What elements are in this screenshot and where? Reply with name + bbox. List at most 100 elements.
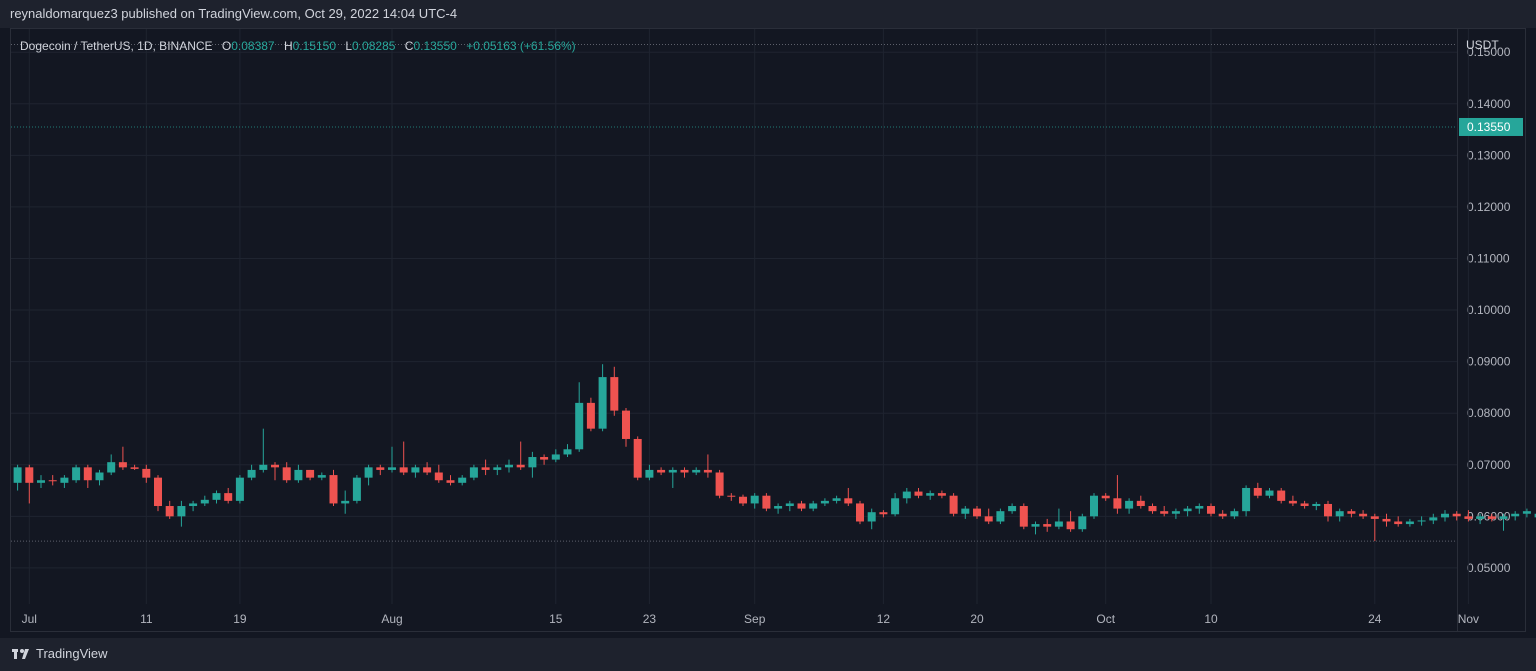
candle-body (434, 472, 443, 481)
candle-body (1359, 513, 1368, 517)
candle-body (809, 503, 818, 509)
candle-body (902, 491, 911, 499)
candle-body (820, 500, 829, 504)
candle-body (1417, 520, 1426, 522)
candle-body (984, 516, 993, 522)
publish-header: reynaldomarquez3 published on TradingVie… (0, 0, 1536, 28)
candle-body (154, 477, 162, 507)
symbol-legend: Dogecoin / TetherUS, 1D, BINANCE O0.0838… (20, 38, 576, 54)
candle-body (891, 498, 900, 515)
published-text: reynaldomarquez3 published on TradingVie… (10, 6, 458, 21)
candle-body (961, 508, 970, 514)
price-axis[interactable] (1458, 28, 1526, 632)
candle-body (1429, 517, 1438, 521)
candle-body (1499, 516, 1508, 519)
date-tick-label: 24 (1368, 612, 1382, 626)
tradingview-brand: TradingView (36, 646, 108, 661)
date-tick-label: Aug (381, 612, 402, 626)
price-tick-label: 0.11000 (1467, 251, 1510, 265)
candle-body (1405, 521, 1414, 525)
candle-body (563, 449, 572, 455)
candle-body (1511, 513, 1520, 517)
candle-body (926, 493, 935, 496)
candle-body (1113, 498, 1122, 509)
candle-body (516, 464, 525, 468)
chart-frame[interactable] (10, 28, 1458, 632)
candle-body (610, 377, 619, 411)
candle-body (1464, 516, 1473, 519)
candle-body (1066, 521, 1075, 530)
candle-body (200, 499, 209, 504)
candle-body (668, 469, 677, 473)
candle-body (1148, 506, 1157, 512)
open-label: O (221, 39, 232, 53)
candle-body (715, 472, 724, 496)
candle-body (212, 493, 221, 500)
candle-body (949, 495, 958, 514)
date-tick-label: 10 (1204, 612, 1218, 626)
candle-body (973, 508, 981, 517)
candle-body (703, 469, 712, 473)
close-value: 0.13550 (413, 39, 457, 53)
candle-body (1230, 511, 1239, 517)
candle-body (774, 506, 783, 509)
candle-body (1078, 516, 1087, 530)
candle-body (1265, 490, 1274, 496)
date-tick-label: Sep (744, 612, 766, 626)
candle-body (937, 493, 946, 496)
candle-body (247, 469, 256, 478)
date-tick-label: 19 (233, 612, 247, 626)
candle-body (1441, 513, 1449, 518)
date-tick-label: 23 (643, 612, 657, 626)
low-label: L (345, 39, 353, 53)
candle-body (1382, 518, 1391, 522)
candle-body (739, 496, 747, 504)
candle-body (598, 377, 607, 429)
date-tick-label: 20 (970, 612, 984, 626)
candle-body (914, 491, 923, 496)
candle-body (60, 477, 69, 483)
candle-body (317, 475, 326, 478)
date-tick-label: 11 (140, 612, 153, 626)
candle-body (680, 469, 689, 473)
candle-body (1207, 506, 1215, 514)
high-value: 0.15150 (292, 39, 337, 53)
date-tick-label: Oct (1096, 612, 1115, 626)
candle-body (785, 503, 794, 507)
date-tick-label: 15 (549, 612, 563, 626)
candle-body (306, 469, 315, 478)
candle-body (551, 454, 560, 460)
candle-body (622, 410, 630, 439)
price-tick-label: 0.07000 (1467, 458, 1511, 472)
candle-body (1218, 513, 1227, 517)
candle-body (271, 464, 279, 468)
date-tick-label: Jul (22, 612, 37, 626)
price-tick-label: 0.12000 (1467, 200, 1511, 214)
candle-body (352, 477, 361, 501)
candle-body (1008, 506, 1017, 512)
candle-body (1452, 513, 1461, 517)
candle-body (575, 402, 584, 450)
candle-body (1195, 506, 1204, 509)
candle-body (633, 438, 642, 478)
candle-body (72, 467, 81, 481)
candle-body (1054, 521, 1063, 527)
candle-body (1136, 500, 1145, 507)
candle-body (1300, 503, 1309, 507)
candle-body (645, 469, 654, 478)
candle-body (388, 467, 396, 470)
footer-bar: TradingView (0, 638, 1536, 671)
candle-body (1043, 524, 1052, 527)
low-value: 0.08285 (352, 39, 396, 53)
candle-body (586, 402, 595, 429)
price-tick-label: 0.08000 (1467, 406, 1511, 420)
candle-body (1242, 487, 1251, 512)
candle-body (493, 467, 502, 470)
candle-body (1183, 508, 1192, 512)
candle-body (1160, 511, 1169, 514)
candle-body (1031, 524, 1040, 527)
candle-body (540, 457, 549, 460)
candle-body (189, 503, 198, 507)
candle-body (364, 467, 373, 478)
